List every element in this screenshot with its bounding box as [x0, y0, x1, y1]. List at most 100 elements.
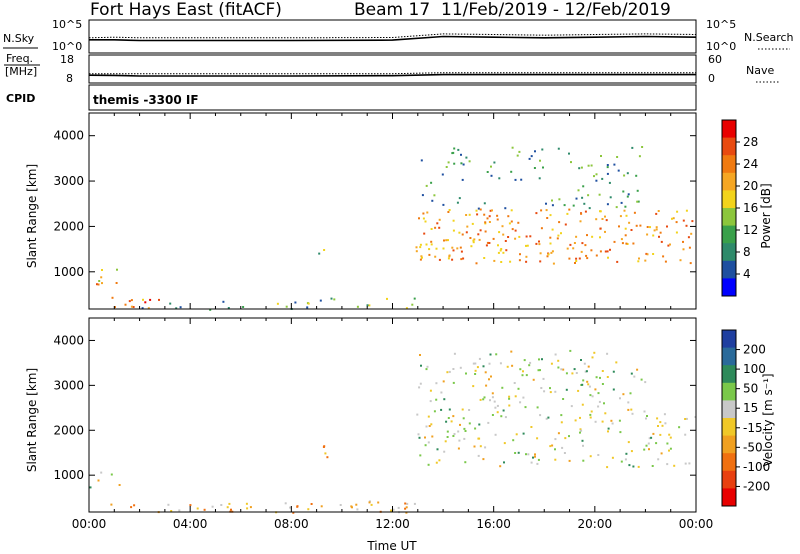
nsky-label: N.Sky	[3, 32, 35, 45]
power-cell	[578, 167, 581, 170]
velocity-cell	[652, 432, 655, 435]
velocity-cell	[508, 404, 511, 407]
velocity-cell	[624, 458, 627, 461]
power-cell	[638, 257, 640, 260]
colorbar-swatch	[722, 365, 736, 384]
velocity-cell	[537, 458, 540, 461]
velocity-cell	[630, 372, 633, 375]
velocity-cell	[521, 374, 524, 377]
velocity-cell	[655, 442, 658, 445]
velocity-cell	[668, 433, 671, 436]
velocity-cell	[446, 371, 449, 374]
velocity-cell	[597, 405, 600, 408]
velocity-cell	[530, 426, 533, 428]
power-cell	[646, 226, 649, 228]
power-cell	[557, 234, 560, 237]
velocity-cell	[479, 445, 482, 448]
velocity-cell	[496, 411, 499, 414]
velocity-cell	[547, 416, 550, 419]
velocity-cell	[503, 461, 505, 464]
power-cell	[501, 225, 504, 228]
velocity-cell	[474, 427, 477, 430]
power-cell	[97, 283, 100, 286]
power-cell	[539, 159, 541, 162]
power-cell	[460, 258, 463, 261]
power-cell	[606, 250, 609, 253]
velocity-cell	[463, 437, 466, 440]
power-cell	[572, 247, 575, 250]
velocity-cell	[659, 433, 662, 436]
power-cell	[469, 237, 472, 239]
velocity-cell	[468, 422, 471, 425]
power-cell	[575, 197, 578, 200]
power-cell	[419, 246, 422, 249]
freq-panel: Freq. [MHz] 18 8 60 0 Nave	[4, 52, 780, 85]
power-cell	[442, 247, 445, 250]
power-cell	[646, 233, 649, 236]
velocity-cell	[246, 507, 249, 510]
velocity-cell	[130, 506, 133, 509]
power-cell	[587, 164, 590, 167]
velocity-cell	[522, 396, 525, 399]
power-cell	[635, 224, 638, 227]
velocity-cell	[541, 358, 543, 361]
power-cell	[356, 305, 359, 308]
velocity-cell	[619, 397, 621, 400]
velocity-cell	[598, 400, 601, 403]
velocity-cell	[514, 395, 517, 398]
velocity-cell	[499, 465, 502, 468]
power-cell	[550, 251, 553, 254]
velocity-cell	[350, 505, 353, 508]
colorbar-swatch	[722, 347, 736, 366]
velocity-cell	[512, 439, 515, 442]
velocity-cell	[476, 366, 479, 369]
colorbar-tick-label: 4	[743, 267, 751, 281]
velocity-cell	[640, 378, 643, 381]
velocity-cell	[632, 465, 635, 468]
velocity-cell	[643, 448, 646, 451]
power-x-ticks	[88, 113, 697, 309]
power-cell	[422, 212, 425, 215]
velocity-cell	[611, 456, 614, 459]
power-cell	[158, 298, 160, 301]
velocity-cell	[666, 463, 669, 466]
velocity-cell	[472, 385, 475, 388]
velocity-cell	[627, 401, 630, 404]
power-cell	[111, 296, 114, 299]
velocity-cell	[465, 372, 467, 375]
power-cell	[655, 228, 658, 231]
power-cell	[116, 268, 118, 271]
power-cell	[626, 243, 629, 245]
power-cell	[646, 253, 649, 256]
power-cell	[493, 259, 496, 262]
power-cell	[488, 215, 491, 218]
power-cell	[472, 241, 475, 244]
power-cell	[599, 236, 601, 239]
velocity-cell	[561, 446, 564, 449]
power-cell	[421, 256, 423, 259]
velocity-cell	[651, 465, 654, 467]
velocity-cell	[464, 430, 467, 432]
power-cell	[633, 211, 636, 214]
velocity-cell	[647, 442, 650, 445]
power-cell	[551, 199, 553, 202]
velocity-cell	[661, 424, 664, 427]
date-range: 11/Feb/2019 - 12/Feb/2019	[441, 0, 671, 20]
velocity-cell	[491, 392, 494, 395]
power-cell	[451, 246, 454, 249]
power-cell	[580, 212, 583, 215]
velocity-cell	[296, 505, 299, 508]
velocity-cell	[178, 509, 181, 512]
power-cell	[438, 226, 441, 229]
power-cell	[546, 255, 549, 258]
power-cell	[563, 204, 566, 207]
power-cell	[419, 243, 422, 246]
power-cell	[453, 147, 456, 150]
power-cell	[306, 306, 309, 309]
velocity-cell	[599, 376, 601, 379]
velocity-cell	[355, 503, 358, 506]
velocity-cell	[549, 387, 551, 390]
power-cell	[637, 200, 640, 203]
colorbar-swatch	[722, 470, 736, 489]
velocity-cell	[464, 461, 467, 464]
